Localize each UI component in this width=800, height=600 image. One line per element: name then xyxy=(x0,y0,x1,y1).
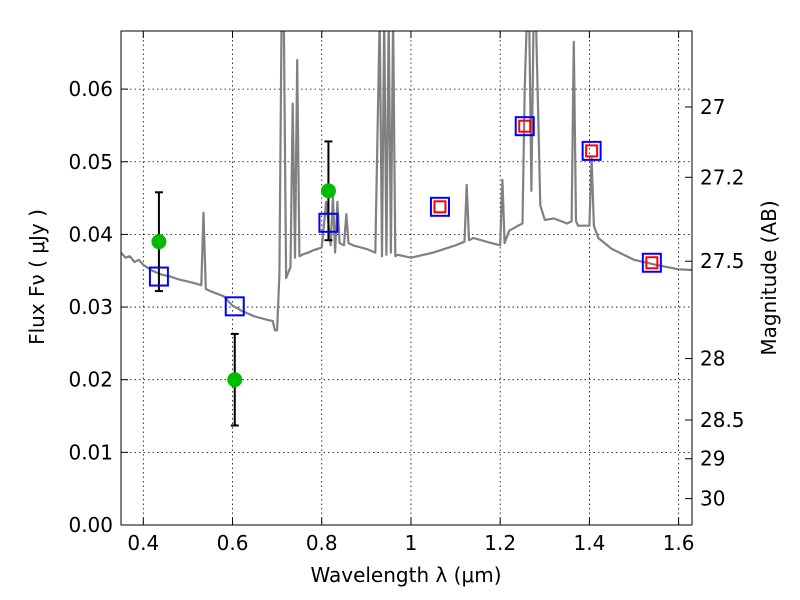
y2-tick-label: 27.5 xyxy=(700,249,745,273)
x-tick-label: 1 xyxy=(405,531,418,555)
y-tick-label: 0.05 xyxy=(68,150,113,174)
model-photometry-square xyxy=(641,252,662,273)
y2-tick-label: 30 xyxy=(700,487,725,511)
y-tick-label: 0.06 xyxy=(68,77,113,101)
errorbar-layer xyxy=(154,140,333,427)
x-tick-label: 0.6 xyxy=(217,531,249,555)
y2-tick-label: 28.5 xyxy=(700,408,745,432)
model-photometry-square xyxy=(318,212,339,233)
y-tick-label: 0.02 xyxy=(68,368,113,392)
y-tick-label: 0.04 xyxy=(68,222,113,246)
tick-labels: 0.4 0.6 0.8 1 1.2 1.4 1.6 0.00 0.01 0.02 0.03 0.04 0… xyxy=(68,77,744,555)
grid xyxy=(121,31,692,526)
ticks xyxy=(121,31,692,526)
observed-point xyxy=(151,234,167,250)
y2-axis-title: Magnitude (AB) xyxy=(757,200,781,355)
y-tick-label: 0.03 xyxy=(68,295,113,319)
model-photometry-square xyxy=(514,116,535,137)
x-tick-label: 1.6 xyxy=(663,531,695,555)
y2-tick-label: 27 xyxy=(700,95,725,119)
model-photometry-inner-square xyxy=(433,200,447,214)
x-axis-title: Wavelength λ (μm) xyxy=(310,563,501,587)
y2-tick-label: 27.2 xyxy=(700,165,745,189)
model-photometry-square xyxy=(224,296,245,317)
plot-frame xyxy=(120,30,693,526)
spectrum-line xyxy=(121,31,692,332)
x-tick-label: 1.2 xyxy=(484,531,516,555)
y-tick-label: 0.01 xyxy=(68,440,113,464)
y2-tick-label: 28 xyxy=(700,347,725,371)
model-photometry-inner-square xyxy=(518,119,532,133)
model-photometry-square xyxy=(429,196,450,217)
marker-layer xyxy=(148,116,662,388)
observed-point xyxy=(227,372,243,388)
x-tick-label: 0.8 xyxy=(306,531,338,555)
model-photometry-square xyxy=(581,140,602,161)
y2-tick-label: 29 xyxy=(700,447,725,471)
spectrum-layer xyxy=(121,31,692,332)
model-photometry-square xyxy=(148,266,169,287)
y-tick-label: 0.00 xyxy=(68,513,113,537)
model-photometry-inner-square xyxy=(645,256,659,270)
observed-point xyxy=(320,183,336,199)
x-tick-label: 1.4 xyxy=(573,531,605,555)
x-tick-label: 0.4 xyxy=(127,531,159,555)
model-photometry-inner-square xyxy=(585,144,599,158)
y-axis-title: Flux Fν ( μJy ) xyxy=(25,209,49,345)
